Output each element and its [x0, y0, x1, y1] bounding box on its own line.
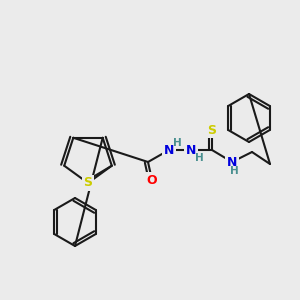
- Text: H: H: [172, 138, 182, 148]
- Text: O: O: [147, 173, 157, 187]
- Text: S: S: [83, 176, 92, 190]
- Text: N: N: [164, 143, 174, 157]
- Text: N: N: [227, 155, 237, 169]
- Text: H: H: [195, 153, 203, 163]
- Text: S: S: [208, 124, 217, 136]
- Text: N: N: [186, 143, 196, 157]
- Text: H: H: [230, 166, 238, 176]
